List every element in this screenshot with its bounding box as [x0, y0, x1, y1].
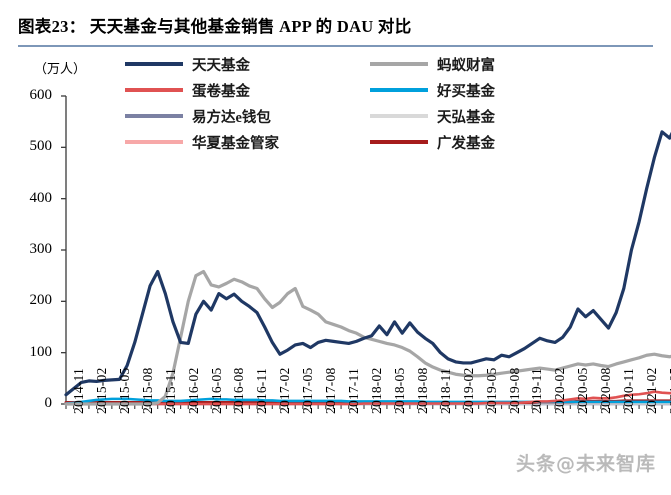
legend-label: 易方达e钱包	[192, 109, 271, 126]
x-tick-label: 2018-11	[437, 368, 453, 414]
legend-label: 广发基金	[437, 135, 495, 152]
x-tick-label: 2016-11	[254, 368, 270, 414]
x-tick-label: 2016-08	[231, 367, 247, 414]
x-tick-label: 2017-11	[346, 368, 362, 414]
x-tick-label: 2020-08	[598, 367, 614, 414]
chart-legend: 天天基金 蚂蚁财富蛋卷基金 好买基金易方达e钱包 天弘基金华夏基金管家 广发基金	[0, 52, 671, 158]
y-tick-label: 100	[29, 343, 53, 360]
x-tick-label: 2019-08	[506, 367, 522, 414]
x-tick-label: 2017-05	[300, 367, 316, 414]
legend-label: 天弘基金	[437, 109, 495, 126]
series-line-蛋卷基金	[64, 390, 671, 406]
x-tick-label: 2014-11	[71, 368, 86, 414]
legend-color-swatch	[370, 62, 428, 66]
series-line-天天基金	[64, 130, 671, 397]
legend-item-4[interactable]: 好买基金	[370, 78, 495, 102]
y-axis-unit-label: （万人）	[34, 61, 87, 76]
x-tick-label: 2015-05	[116, 367, 132, 414]
figure-header: 图表23： 天天基金与其他基金销售 APP 的 DAU 对比	[0, 0, 671, 48]
y-tick-label: 500	[29, 138, 53, 155]
x-tick-label: 2017-08	[323, 367, 339, 414]
legend-color-swatch	[125, 88, 183, 92]
legend-label: 好买基金	[437, 83, 495, 100]
x-tick-label: 2019-02	[460, 367, 476, 414]
series-line-好买基金	[64, 397, 671, 405]
y-tick-label: 200	[29, 292, 53, 309]
legend-item-3[interactable]: 蛋卷基金	[125, 78, 250, 102]
x-tick-label: 2017-02	[277, 367, 293, 414]
legend-label: 蛋卷基金	[192, 83, 250, 100]
y-tick-label: 600	[29, 87, 53, 103]
legend-item-8[interactable]: 广发基金	[370, 130, 495, 154]
legend-color-swatch	[125, 62, 183, 66]
x-tick-label: 2020-02	[552, 367, 568, 414]
x-tick-label: 2018-08	[414, 367, 430, 414]
x-tick-label: 2015-08	[139, 367, 155, 414]
legend-item-7[interactable]: 华夏基金管家	[125, 130, 279, 154]
page-title: 图表23： 天天基金与其他基金销售 APP 的 DAU 对比	[18, 17, 412, 36]
x-tick-label: 2019-05	[483, 367, 499, 414]
x-tick-label: 2015-02	[93, 367, 109, 414]
legend-color-swatch	[370, 140, 428, 144]
x-tick-label: 2021-05	[667, 367, 671, 414]
legend-item-1[interactable]: 天天基金	[125, 52, 250, 76]
legend-item-6[interactable]: 天弘基金	[370, 104, 495, 128]
x-tick-label: 2016-05	[208, 367, 224, 414]
legend-color-swatch	[125, 114, 183, 118]
legend-color-swatch	[370, 114, 428, 118]
x-tick-label: 2015-11	[162, 368, 178, 414]
legend-color-swatch	[125, 140, 183, 144]
y-tick-label: 300	[29, 241, 53, 257]
x-tick-label: 2018-02	[369, 367, 384, 414]
x-tick-label: 2020-05	[575, 367, 591, 414]
title-divider	[18, 45, 653, 47]
x-tick-label: 2021-02	[644, 367, 660, 414]
legend-label: 华夏基金管家	[192, 135, 279, 152]
legend-label: 天天基金	[192, 57, 250, 74]
x-tick-label: 2016-02	[185, 367, 201, 414]
series-line-蚂蚁财富	[64, 269, 671, 406]
watermark: 头条@未来智库	[516, 453, 657, 475]
legend-label: 蚂蚁财富	[437, 57, 495, 74]
legend-color-swatch	[370, 88, 428, 92]
legend-item-2[interactable]: 蚂蚁财富	[370, 52, 495, 76]
x-tick-label: 2019-11	[529, 368, 545, 414]
x-tick-label: 2020-11	[621, 368, 637, 414]
y-tick-label: 0	[44, 395, 53, 411]
y-tick-label: 400	[29, 189, 53, 206]
legend-item-5[interactable]: 易方达e钱包	[125, 104, 271, 128]
x-tick-label: 2018-05	[391, 367, 407, 414]
